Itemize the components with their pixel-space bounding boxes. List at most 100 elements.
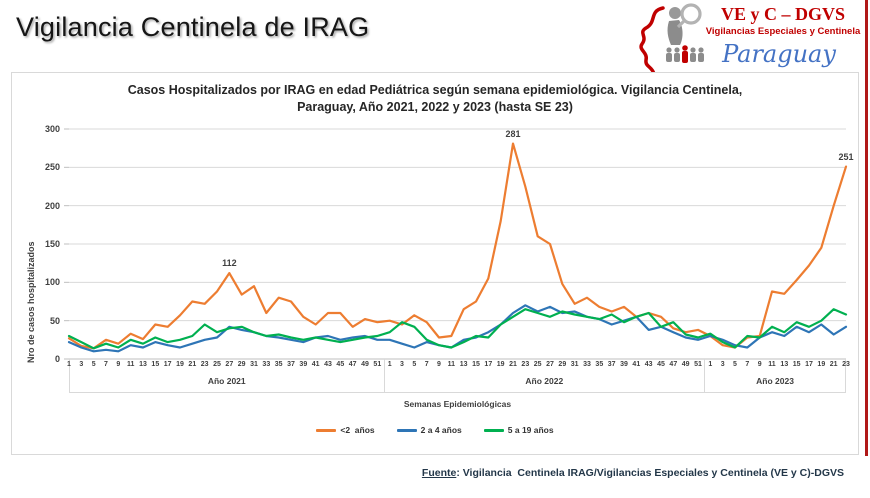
week-tick-label: 19: [817, 361, 826, 368]
legend-label: <2 años: [340, 425, 375, 435]
week-tick-label: 9: [757, 361, 762, 368]
week-tick-label: 17: [805, 361, 813, 368]
week-tick-label: 13: [459, 361, 468, 368]
week-tick-label: 3: [400, 361, 404, 368]
chart-card: Casos Hospitalizados por IRAG en edad Pe…: [11, 72, 859, 455]
week-tick-label: 9: [437, 361, 441, 368]
year-group-box: Año 2021: [69, 359, 384, 393]
week-tick-label: 41: [632, 361, 641, 368]
week-tick-label: 31: [570, 361, 579, 368]
week-tick-label: 45: [657, 361, 665, 368]
week-tick-label: 23: [200, 361, 209, 368]
week-tick-label: 19: [176, 361, 184, 368]
week-tick-label: 35: [274, 361, 283, 368]
y-tick-label: 250: [44, 162, 60, 173]
legend-item: <2 años: [316, 425, 375, 435]
week-tick-label: 25: [533, 361, 542, 368]
week-tick-label: 23: [521, 361, 530, 368]
week-tick-label: 27: [546, 361, 554, 368]
week-tick-label: 11: [768, 361, 776, 368]
source-text: : Vigilancia Centinela IRAG/Vigilancias …: [456, 467, 844, 479]
chart-title: Casos Hospitalizados por IRAG en edad Pe…: [127, 83, 743, 114]
y-tick-label: 50: [49, 315, 60, 326]
week-tick-label: 47: [669, 361, 678, 368]
week-tick-label: 15: [472, 361, 480, 368]
data-label: 281: [505, 128, 521, 139]
week-tick-label: 27: [225, 361, 234, 368]
week-tick-label: 51: [694, 361, 702, 368]
week-tick-label: 29: [237, 361, 246, 368]
y-tick-label: 100: [44, 277, 60, 288]
week-tick-label: 17: [484, 361, 493, 368]
week-tick-label: 39: [620, 361, 628, 368]
week-tick-label: 1: [387, 361, 392, 368]
data-label: 251: [838, 151, 854, 162]
legend-item: 2 a 4 años: [396, 425, 462, 435]
week-tick-label: 31: [250, 361, 258, 368]
slide-right-border: [865, 0, 868, 456]
week-tick-label: 49: [681, 361, 690, 368]
week-tick-label: 11: [126, 361, 135, 368]
x-axis: Año 2021 1 3 5 7 9 11 13 15 17 19 21 23 25 27 29 31 33 35 3…: [67, 359, 850, 393]
week-tick-label: 7: [424, 361, 429, 368]
week-tick-label: 11: [447, 361, 456, 368]
week-tick-label: 35: [595, 361, 604, 368]
week-tick-label: 9: [116, 361, 121, 368]
week-tick-label: 15: [792, 361, 801, 368]
paraguay-map-icon: [639, 6, 665, 76]
chart-plot-area: 112 281 251: [64, 128, 854, 360]
week-tick-label: 5: [733, 361, 737, 368]
week-tick-label: 1: [708, 361, 713, 368]
week-tick-label: 45: [336, 361, 345, 368]
year-group-box: Año 2023: [704, 359, 846, 393]
week-tick-label: 5: [91, 361, 96, 368]
week-tick-label: 39: [299, 361, 308, 368]
y-tick-label: 200: [44, 200, 60, 211]
week-tick-label: 41: [311, 361, 320, 368]
week-tick-label: 7: [745, 361, 750, 368]
week-tick-label: 43: [644, 361, 653, 368]
magnifier-person-icon: [667, 3, 702, 45]
week-tick-label: 23: [842, 361, 850, 368]
legend-swatch: [396, 428, 417, 432]
legend-item: 5 a 19 años: [483, 425, 554, 435]
data-label: 112: [222, 258, 237, 269]
week-tick-label: 43: [324, 361, 332, 368]
legend-swatch: [316, 428, 337, 432]
week-tick-label: 51: [373, 361, 382, 368]
year-group-box: Año 2022: [383, 359, 705, 393]
chart-svg: [64, 128, 848, 360]
week-tick-label: 7: [104, 361, 108, 368]
week-tick-label: 19: [496, 361, 505, 368]
week-tick-label: 21: [509, 361, 517, 368]
week-tick-label: 3: [79, 361, 84, 368]
week-tick-label: 13: [780, 361, 789, 368]
week-tick-label: 3: [720, 361, 725, 368]
week-tick-label: 47: [348, 361, 357, 368]
logo-country-name: Paraguay: [722, 40, 836, 68]
y-tick-label: 150: [44, 239, 60, 249]
legend-label: 5 a 19 años: [507, 425, 554, 435]
week-tick-label: 25: [213, 361, 221, 368]
logo-graphic: [639, 3, 704, 76]
logo-org-subtitle: Vigilancias Especiales y Centinela: [705, 26, 861, 37]
series-line: [67, 308, 848, 350]
year-label: Año 2022: [525, 376, 564, 386]
y-tick-label: 300: [44, 124, 60, 134]
week-tick-label: 17: [163, 361, 172, 368]
week-tick-label: 21: [829, 361, 838, 368]
week-tick-label: 29: [558, 361, 567, 368]
x-axis-title: Semanas Epidemiológicas: [403, 399, 512, 409]
source-note: Fuente: Vigilancia Centinela IRAG/Vigila…: [422, 467, 844, 479]
institution-logo: VE y C – DGVS Vigilancias Especiales y C…: [633, 0, 865, 76]
week-tick-label: 15: [151, 361, 160, 368]
source-label: Fuente: [421, 467, 457, 479]
week-tick-label: 5: [412, 361, 417, 368]
page-title: Vigilancia Centinela de IRAG: [16, 12, 370, 42]
legend-swatch: [483, 428, 504, 432]
year-label: Año 2023: [756, 376, 794, 386]
logo-org-name: VE y C – DGVS: [720, 4, 845, 24]
y-tick-label: 0: [54, 354, 60, 364]
week-tick-label: 13: [139, 361, 147, 368]
